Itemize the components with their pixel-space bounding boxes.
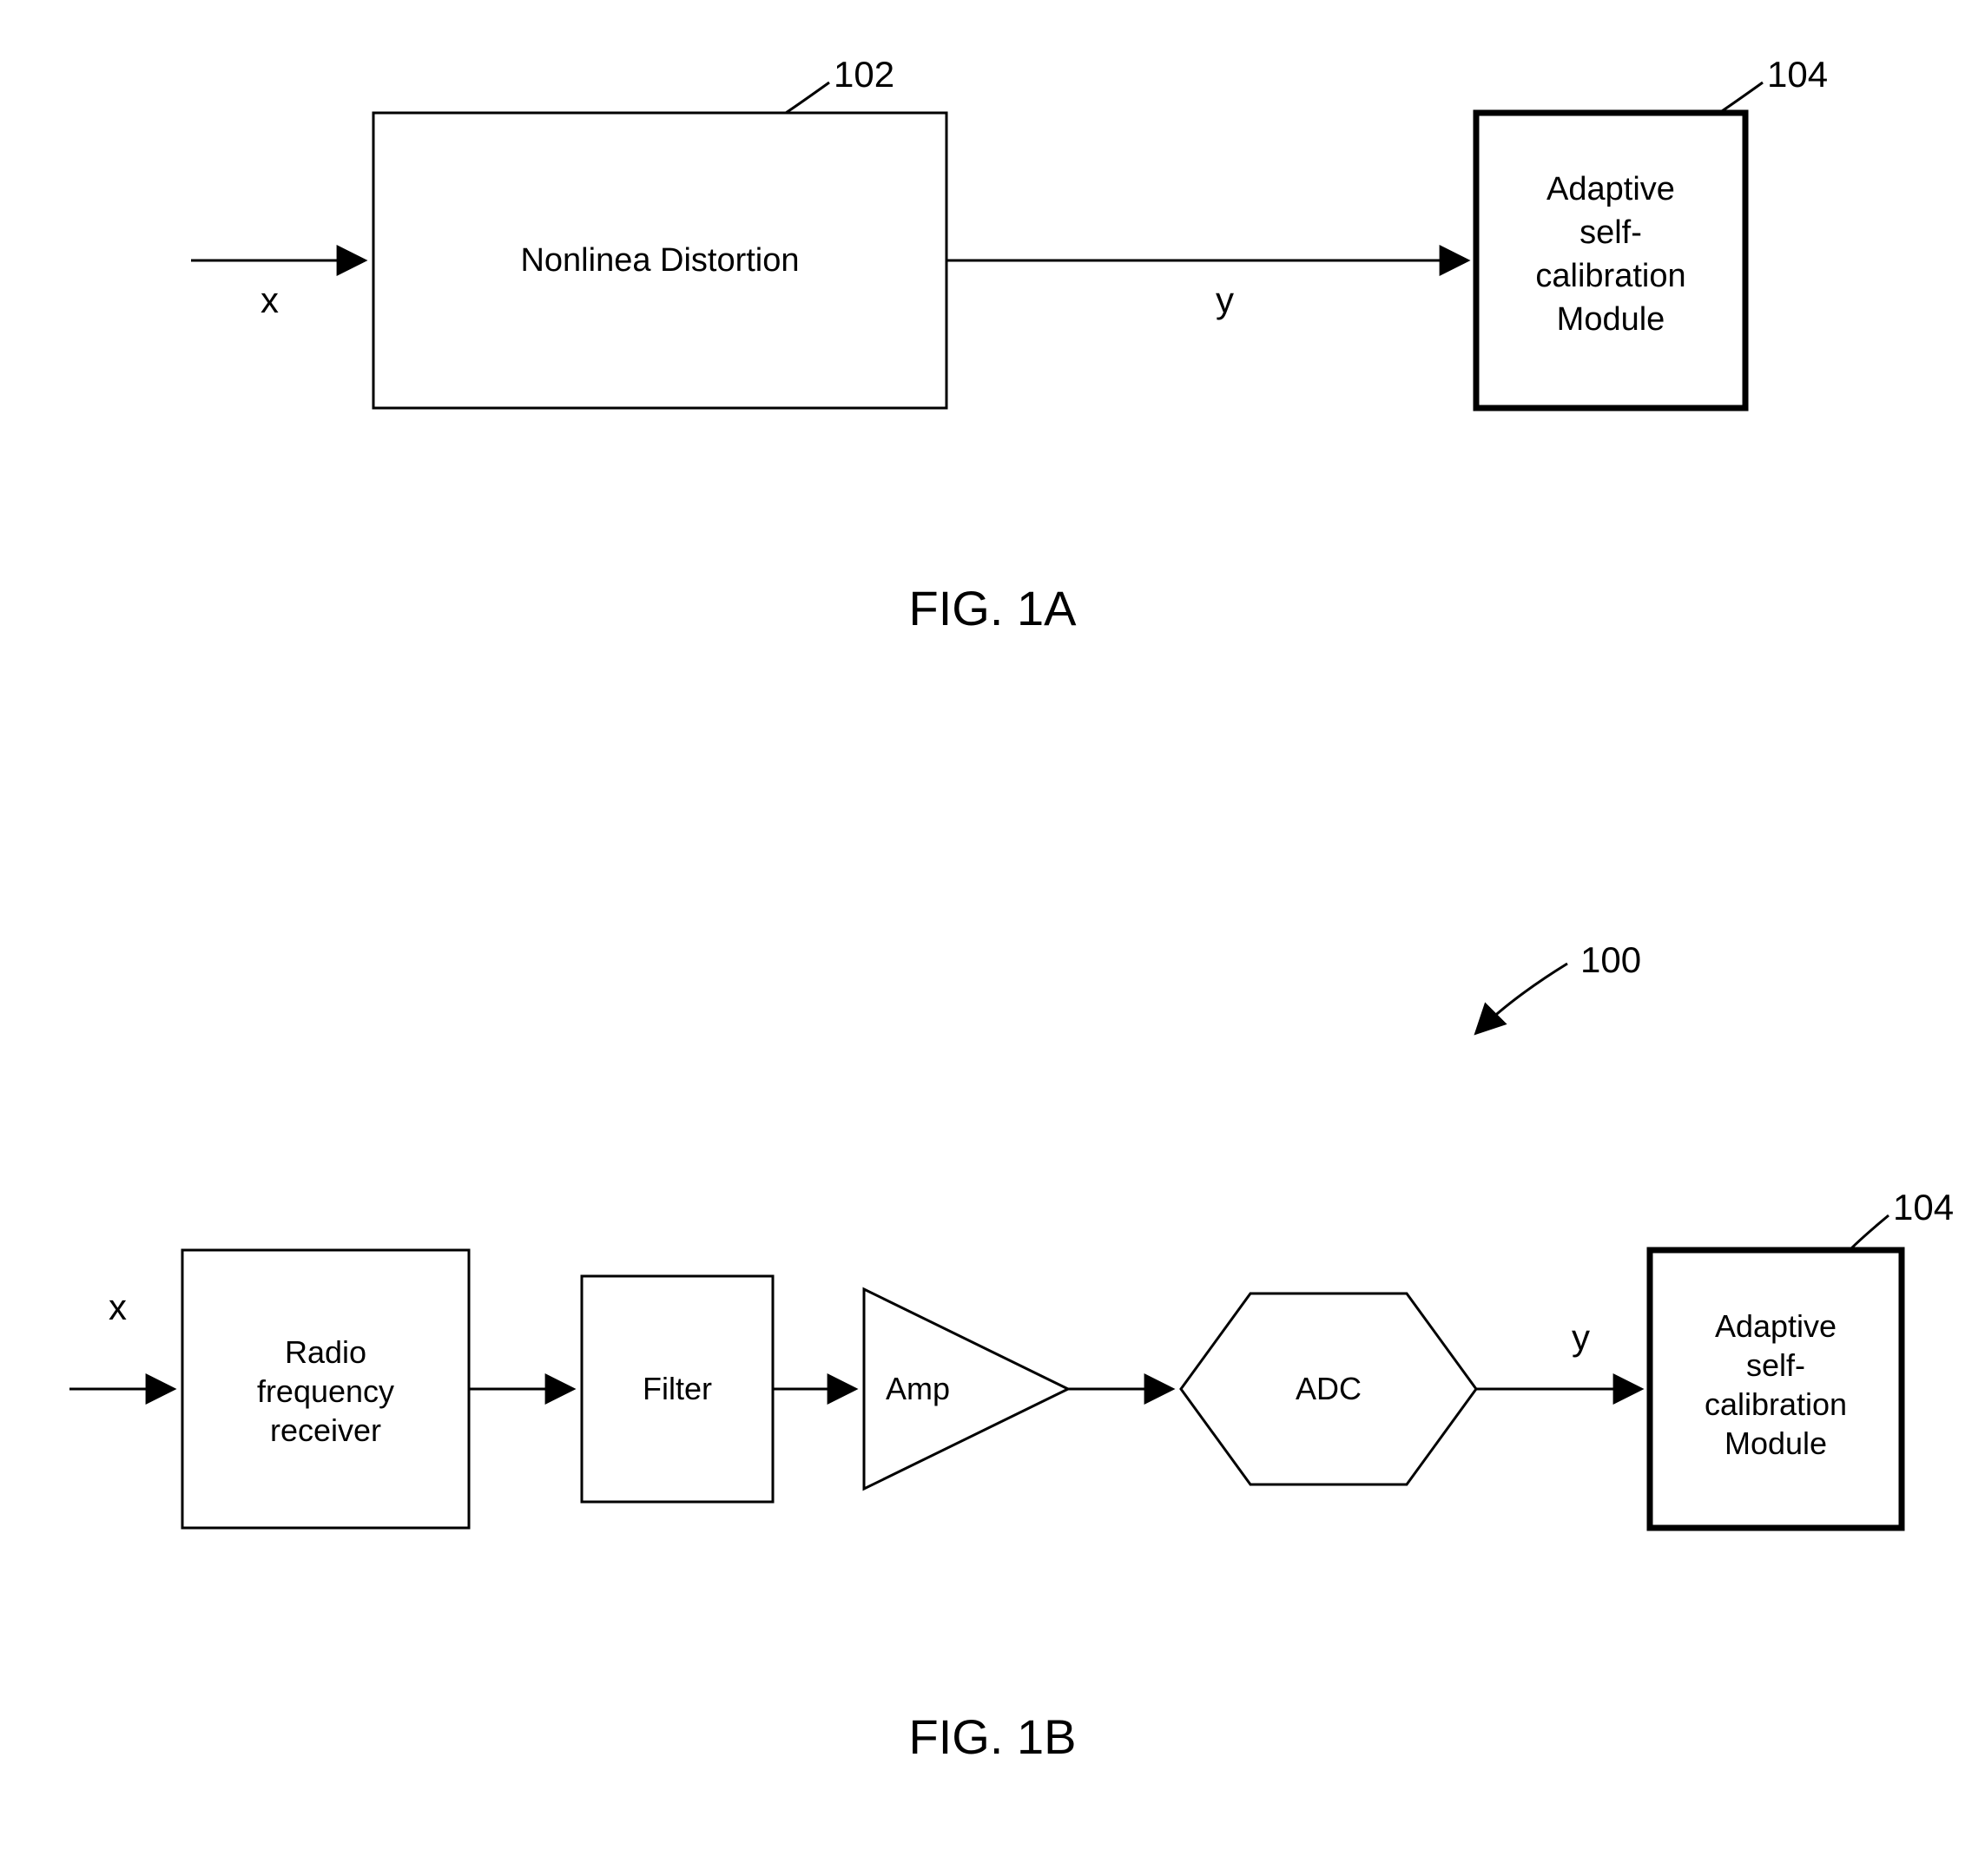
system-ref-arrow <box>1476 964 1567 1033</box>
fig-b-input-label: x <box>109 1287 127 1327</box>
distortion-ref: 102 <box>834 54 894 95</box>
module-b-line2: self- <box>1746 1347 1805 1383</box>
fig-a-output-label: y <box>1216 280 1234 320</box>
figure-1a: x Nonlinea Distortion 102 y Adaptive sel… <box>191 54 1828 635</box>
figure-1b: 100 x Radio frequency receiver Filter Am… <box>69 939 1954 1764</box>
module-a-ref: 104 <box>1767 54 1828 95</box>
fig-b-output-label: y <box>1572 1317 1590 1358</box>
module-b-line3: calibration <box>1705 1386 1847 1422</box>
distortion-block-label: Nonlinea Distortion <box>520 242 799 279</box>
module-b-line1: Adaptive <box>1715 1308 1837 1344</box>
module-b-line4: Module <box>1725 1425 1827 1461</box>
diagram-canvas: x Nonlinea Distortion 102 y Adaptive sel… <box>0 0 1985 1876</box>
module-a-line1: Adaptive <box>1546 171 1675 207</box>
adc-label: ADC <box>1296 1371 1362 1406</box>
filter-label: Filter <box>643 1371 712 1406</box>
module-b-ref-leader <box>1850 1215 1889 1250</box>
module-a-line4: Module <box>1557 301 1665 338</box>
rf-line1: Radio <box>285 1334 366 1370</box>
module-a-ref-leader <box>1719 82 1763 113</box>
fig-a-input-label: x <box>260 280 279 320</box>
fig-b-title: FIG. 1B <box>909 1709 1077 1764</box>
rf-line2: frequency <box>257 1373 394 1409</box>
amp-label: Amp <box>886 1371 950 1406</box>
system-ref: 100 <box>1580 939 1641 980</box>
module-a-line2: self- <box>1579 214 1642 251</box>
fig-a-title: FIG. 1A <box>909 581 1078 635</box>
rf-line3: receiver <box>270 1412 381 1448</box>
module-b-ref: 104 <box>1893 1187 1954 1228</box>
distortion-ref-leader <box>786 82 829 113</box>
module-a-line3: calibration <box>1535 258 1685 294</box>
